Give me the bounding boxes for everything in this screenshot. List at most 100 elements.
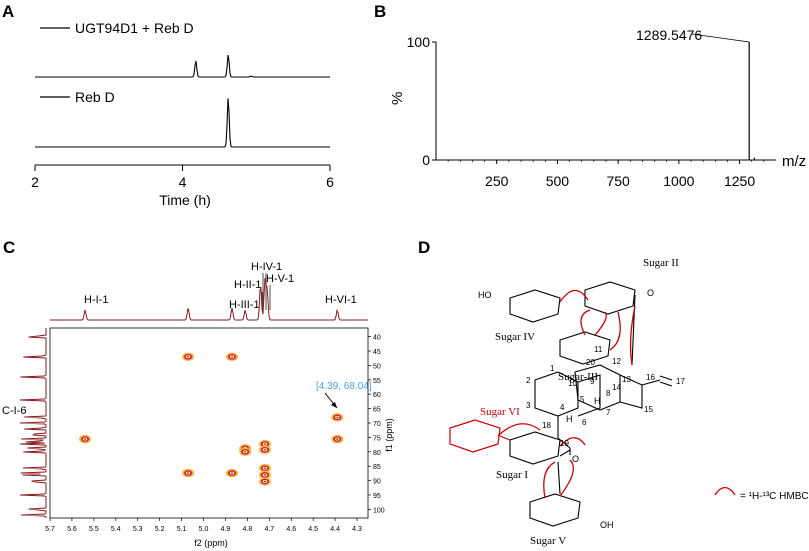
proton-labels: H-I-1 H-III-1 H-II-1 H-IV-1 H-V-1 H-VI-1 — [84, 261, 357, 311]
x-tick-label: 5.6 — [67, 526, 77, 533]
x-tick-label: 4.9 — [221, 526, 231, 533]
axes: 250 500 750 1000 1250 0 100 — [407, 34, 776, 189]
atom-8: 8 — [606, 389, 611, 398]
y-tick-label: 65 — [373, 407, 381, 414]
mass-spectrum-chart: 250 500 750 1000 1250 0 100 % m/z 1289.5476 — [389, 27, 806, 189]
sugar-iii-ring — [559, 331, 611, 365]
y-tick-label: 85 — [373, 464, 381, 471]
x-tick-label: 750 — [606, 173, 630, 189]
y-tick-label: 95 — [373, 493, 381, 500]
plot-frame — [49, 327, 369, 519]
peak-label-leader — [691, 33, 750, 43]
y-tick-label: 50 — [373, 363, 381, 370]
x-tick-label: 5.1 — [177, 526, 187, 533]
y-tick-label: 90 — [373, 479, 381, 486]
y-tick-label: 0 — [422, 152, 430, 168]
label-h-i-1: H-I-1 — [84, 294, 108, 306]
x-tick-label: 4.8 — [243, 526, 253, 533]
x-tick-label: 5.4 — [111, 526, 121, 533]
x-tick-label: 250 — [485, 173, 509, 189]
atom-16: 16 — [646, 373, 655, 382]
y-tick-label: 100 — [373, 507, 385, 514]
sugar-vi-group — [449, 419, 511, 453]
chromatogram-chart: UGT94D1 + Reb D Reb D 2 4 6 Time (h) — [31, 20, 334, 208]
ring-b — [577, 374, 601, 417]
panel-label-b: B — [374, 2, 387, 21]
atom-12: 12 — [612, 357, 621, 366]
label-sugar-vi: Sugar VI — [480, 406, 520, 418]
hydroxyl-label: HO — [478, 290, 492, 300]
x-axis-label: f2 (ppm) — [194, 538, 228, 548]
panel-label-c: C — [3, 238, 16, 257]
x-axis: 2 4 6 — [31, 164, 334, 190]
x-tick-label: 5.5 — [89, 526, 99, 533]
x-axis-label: Time (h) — [159, 192, 211, 208]
atom-3: 3 — [526, 401, 531, 410]
y-tick-label: 45 — [373, 349, 381, 356]
hydrogen-label-1: H — [594, 396, 601, 406]
atom-18: 18 — [542, 421, 551, 430]
label-sugar-v: Sugar V — [530, 535, 566, 547]
x-tick-label: 1250 — [724, 173, 755, 189]
x-tick-label: 4.6 — [286, 526, 296, 533]
side-label-c-i-6: C-I-6 — [2, 405, 26, 417]
x-tick-label: 4.7 — [264, 526, 274, 533]
atom-14: 14 — [612, 383, 621, 392]
sugar-v-ring — [529, 493, 581, 527]
x-tick-label: 4.4 — [330, 526, 340, 533]
x-tick-label: 4 — [179, 174, 187, 190]
y-tick-label: 100 — [407, 34, 431, 50]
trace-ugt94d1-reb-d — [35, 55, 330, 78]
label-h-iv-1: H-IV-1 — [251, 261, 282, 273]
hydroxyl-label-2: OH — [600, 520, 614, 530]
atom-9: 9 — [590, 377, 595, 386]
label-sugar-iv: Sugar IV — [495, 331, 535, 343]
oxygen-label-2: O — [572, 454, 579, 464]
atom-10: 10 — [568, 379, 577, 388]
cross-peaks — [79, 352, 344, 486]
x-tick-label: 500 — [546, 173, 570, 189]
label-sugar-ii: Sugar II — [643, 257, 679, 269]
atom-19: 19 — [560, 439, 569, 448]
hydrogen-label-2: H — [566, 414, 573, 424]
y-tick-label: 55 — [373, 378, 381, 385]
ring-d — [619, 374, 643, 409]
x-tick-label: 6 — [326, 174, 334, 190]
atom-13: 13 — [622, 375, 631, 384]
legend-label-2: Reb D — [75, 89, 115, 105]
x-tick-label: 1000 — [663, 173, 694, 189]
panel-label-d: D — [418, 238, 431, 257]
y-tick-label: 60 — [373, 392, 381, 399]
y-tick-label: 70 — [373, 421, 381, 428]
annotation-arrowhead — [331, 402, 337, 408]
atom-2: 2 — [526, 376, 531, 385]
atom-4: 4 — [560, 403, 565, 412]
y-tick-label: 80 — [373, 450, 381, 457]
label-h-ii-1: H-II-1 — [234, 279, 262, 291]
label-sugar-iii: Sugar-III — [558, 371, 598, 383]
y-tick-label: 40 — [373, 335, 381, 342]
y-axis-label: % — [389, 92, 406, 105]
atom-7: 7 — [606, 408, 611, 417]
label-h-vi-1: H-VI-1 — [325, 294, 357, 306]
hmbc-correlations — [497, 289, 736, 499]
atom-6: 6 — [582, 418, 587, 427]
atom-1: 1 — [550, 364, 555, 373]
label-h-v-1: H-V-1 — [266, 273, 294, 285]
proton-1d-trace — [50, 277, 368, 321]
y-axis-label: f1 (ppm) — [384, 418, 394, 452]
ring-a — [534, 371, 579, 417]
carbon-1d-trace — [19, 328, 47, 518]
atom-11: 11 — [594, 345, 603, 354]
sugar-i-ring — [509, 431, 561, 465]
sugar-ii-ring — [584, 281, 636, 315]
x-tick-label: 4.3 — [352, 526, 362, 533]
x-tick-label: 5.3 — [133, 526, 143, 533]
legend-label-1: UGT94D1 + Reb D — [75, 20, 194, 36]
y-tick-label: 75 — [373, 435, 381, 442]
sugar-iv-ring — [509, 289, 561, 323]
sugar-vi-ring — [449, 419, 501, 453]
peak-annotation: [4.39, 68.04] — [316, 381, 372, 392]
panel-label-a: A — [2, 2, 15, 21]
atom-5: 5 — [580, 395, 585, 404]
